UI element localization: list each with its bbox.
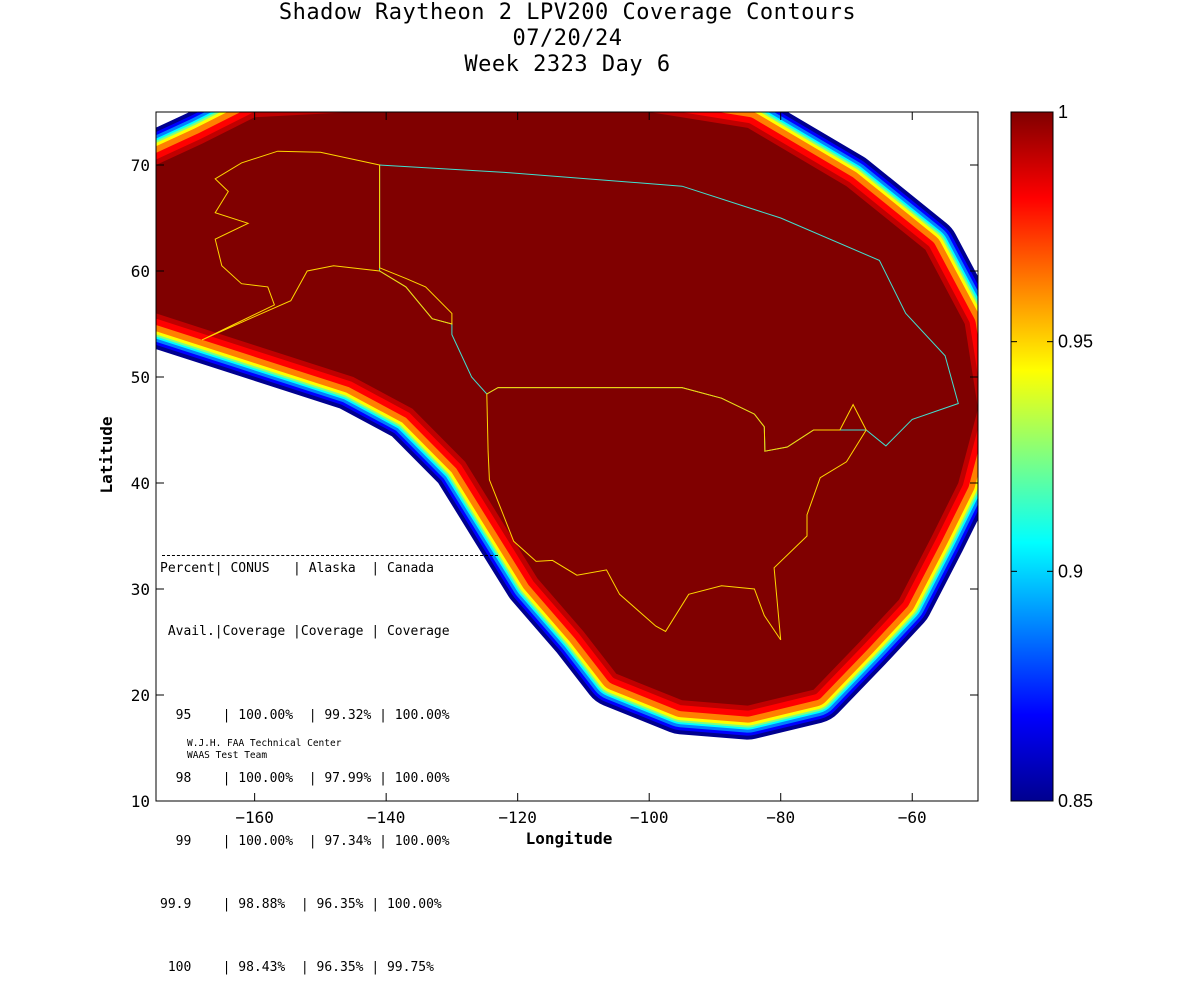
x-axis-ticks: −160 −140 −120 −100 −80 −60 [235,112,927,827]
y-axis-ticks: 10 20 30 40 50 60 70 [131,156,978,811]
y-tick-label: 20 [131,686,150,705]
y-tick-label: 60 [131,262,150,281]
stats-header-row-2: Avail.|Coverage |Coverage | Coverage [160,624,450,639]
stats-header-row-1: Percent| CONUS | Alaska | Canada [160,561,434,576]
colorbar-tick-label: 0.85 [1058,791,1093,811]
y-tick-label: 70 [131,156,150,175]
credit-team: WAAS Test Team [187,750,268,761]
chart-title: Shadow Raytheon 2 LPV200 Coverage Contou… [278,0,857,25]
alaska-outline [201,150,453,341]
stats-row-100: 100 | 98.43% | 96.35% | 99.75% [160,960,434,975]
region-outlines [201,150,959,641]
chart-week-day: Week 2323 Day 6 [464,52,671,77]
y-axis-label: Latitude [97,416,116,493]
x-tick-label: −140 [367,808,406,827]
x-tick-label: −160 [235,808,274,827]
chart-date: 07/20/24 [512,26,623,51]
x-axis-label: Longitude [526,829,613,848]
y-tick-label: 40 [131,474,150,493]
colorbar-ticks: 0.85 0.9 0.95 1 [1011,102,1093,811]
colorbar-tick-label: 1 [1058,102,1068,122]
colorbar-tick-label: 0.95 [1058,332,1093,352]
credit-organization: W.J.H. FAA Technical Center [187,738,342,749]
y-tick-label: 50 [131,368,150,387]
stats-divider [162,555,498,556]
coverage-contours [156,112,978,740]
stats-row-98: 98 | 100.00% | 97.99% | 100.00% [160,771,450,786]
x-tick-label: −100 [630,808,669,827]
y-tick-label: 10 [131,792,150,811]
stats-row-95: 95 | 100.00% | 99.32% | 100.00% [160,708,450,723]
stats-row-99-9: 99.9 | 98.88% | 96.35% | 100.00% [160,897,442,912]
conus-outline [486,387,867,641]
coverage-map-chart: −160 −140 −120 −100 −80 −60 10 20 30 40 50 60 70 Lo… [97,102,1093,848]
y-tick-label: 30 [131,580,150,599]
stats-row-99: 99 | 100.00% | 97.34% | 100.00% [160,834,450,849]
coverage-full-area [156,112,978,706]
x-tick-label: −80 [766,808,795,827]
x-tick-label: −120 [498,808,537,827]
plot-frame [155,111,979,802]
colorbar-tick-label: 0.9 [1058,561,1083,581]
colorbar [1010,111,1054,802]
x-tick-label: −60 [898,808,927,827]
